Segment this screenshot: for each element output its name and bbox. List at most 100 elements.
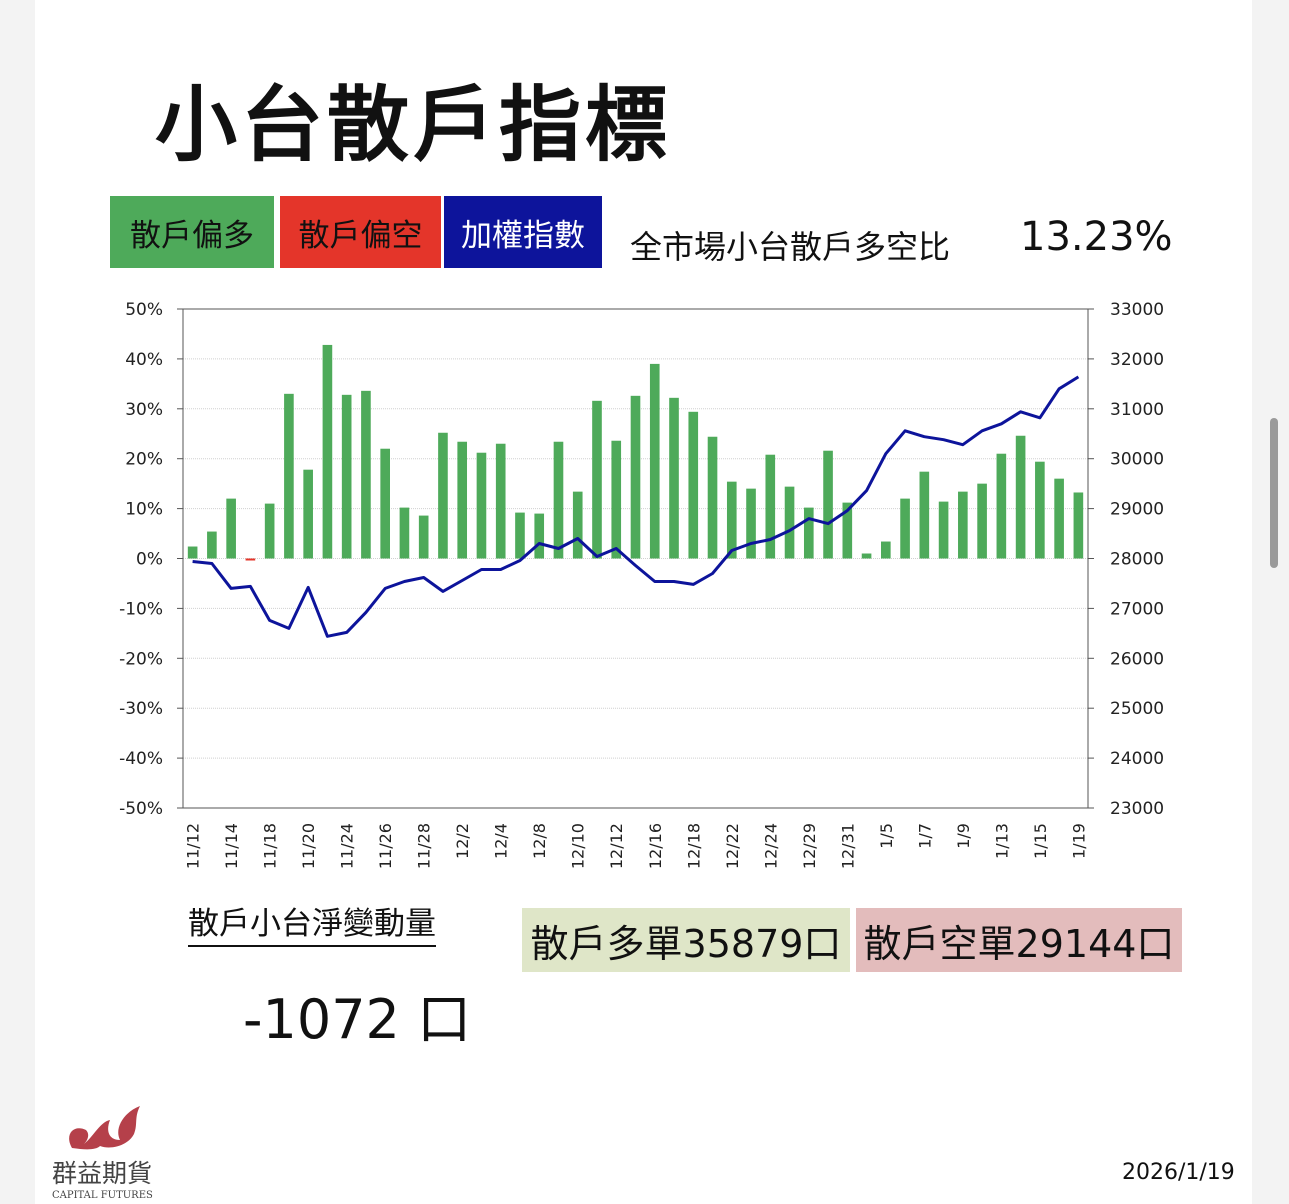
x-tick-label: 1/13 [992, 823, 1011, 859]
x-tick-label: 12/24 [761, 823, 780, 869]
net-change-label: 散戶小台淨變動量 [188, 898, 436, 947]
x-tick-label: 11/20 [299, 823, 318, 869]
bar [996, 453, 1007, 559]
bar [1054, 478, 1064, 559]
left-tick-label: 40% [125, 350, 163, 370]
bar [245, 558, 256, 561]
bar [226, 498, 236, 559]
index-line [192, 375, 1080, 638]
x-tick-label: 12/16 [646, 823, 665, 869]
bar [611, 440, 622, 559]
bar [669, 397, 679, 559]
right-tick-label: 24000 [1110, 749, 1164, 769]
bar [284, 393, 294, 559]
scrollbar[interactable] [1270, 418, 1278, 568]
x-tick-label: 11/26 [376, 823, 395, 869]
left-tick-label: 20% [125, 450, 163, 470]
x-tick-label: 11/18 [261, 823, 280, 869]
eagle-logo-icon: 群益期貨 CAPITAL FUTURES [52, 1106, 153, 1201]
x-tick-label: 1/5 [877, 823, 896, 849]
long-positions-box: 散戶多單35879口 [522, 908, 850, 972]
logo: 群益期貨 CAPITAL FUTURES [50, 1100, 165, 1201]
bar [765, 454, 776, 559]
x-tick-label: 12/12 [607, 823, 626, 869]
right-tick-label: 23000 [1110, 799, 1164, 819]
bar [977, 483, 987, 559]
bar [823, 450, 833, 559]
right-tick-label: 28000 [1110, 550, 1164, 570]
bar [688, 411, 699, 559]
bar [707, 436, 718, 559]
bar [630, 395, 641, 559]
x-tick-label: 1/7 [915, 823, 934, 849]
bar [649, 363, 660, 559]
legend-index: 加權指數 [444, 196, 602, 268]
net-change-value: -1072 口 [243, 988, 472, 1051]
page-title: 小台散戶指標 [155, 78, 672, 173]
bar [303, 469, 313, 559]
bar [803, 507, 814, 559]
x-tick-label: 12/22 [723, 823, 742, 869]
x-tick-label: 12/18 [684, 823, 703, 869]
right-tick-label: 31000 [1110, 400, 1164, 420]
x-tick-label: 12/10 [569, 823, 588, 869]
bar [534, 513, 545, 559]
right-tick-label: 30000 [1110, 450, 1164, 470]
bar [919, 471, 930, 559]
left-tick-label: 0% [136, 550, 163, 570]
short-positions-box: 散戶空單29144口 [856, 908, 1182, 972]
left-tick-label: -40% [119, 749, 163, 769]
bar [515, 512, 525, 559]
left-tick-label: -30% [119, 699, 163, 719]
left-tick-label: -10% [119, 599, 163, 619]
logo-name: 群益期貨 [52, 1159, 152, 1188]
bar [1015, 435, 1026, 559]
bar [784, 486, 795, 559]
bar [861, 553, 872, 559]
legend-bullish: 散戶偏多 [110, 196, 274, 268]
x-tick-label: 12/8 [530, 823, 549, 859]
report-page: 小台散戶指標 散戶偏多 散戶偏空 加權指數 全市場小台散戶多空比 13.23% … [35, 0, 1252, 1204]
bar [187, 546, 198, 559]
x-tick-label: 12/4 [492, 823, 511, 859]
bar [207, 531, 217, 559]
x-tick-label: 1/9 [954, 823, 973, 849]
left-tick-label: 50% [125, 300, 163, 320]
report-date: 2026/1/19 [1122, 1160, 1235, 1185]
x-tick-label: 12/2 [453, 823, 472, 859]
right-tick-label: 32000 [1110, 350, 1164, 370]
bar [958, 491, 968, 559]
bar [592, 400, 602, 559]
bar [476, 452, 487, 559]
bar [399, 507, 410, 559]
left-tick-label: -50% [119, 799, 163, 819]
bar [361, 390, 371, 559]
bar [457, 441, 468, 559]
x-tick-label: 11/12 [184, 823, 203, 869]
right-tick-label: 27000 [1110, 599, 1164, 619]
x-tick-label: 12/31 [838, 823, 857, 869]
bar [842, 502, 853, 559]
right-tick-label: 25000 [1110, 699, 1164, 719]
x-tick-label: 11/24 [338, 823, 357, 869]
bar [900, 498, 910, 559]
left-tick-label: 10% [125, 500, 163, 520]
bar [264, 503, 275, 559]
ratio-value: 13.23% [1020, 214, 1173, 260]
bar [322, 344, 333, 559]
bar [746, 488, 756, 559]
bar [938, 501, 949, 559]
x-tick-label: 12/29 [800, 823, 819, 869]
logo-sub: CAPITAL FUTURES [52, 1190, 153, 1200]
bar [380, 448, 390, 559]
right-tick-label: 29000 [1110, 500, 1164, 520]
legend-bearish: 散戶偏空 [280, 196, 441, 268]
ratio-label: 全市場小台散戶多空比 [630, 228, 951, 266]
bar [1035, 461, 1045, 559]
left-tick-label: 30% [125, 400, 163, 420]
right-tick-label: 26000 [1110, 649, 1164, 669]
bar [881, 541, 891, 559]
bar [438, 432, 448, 559]
bar [553, 441, 564, 559]
